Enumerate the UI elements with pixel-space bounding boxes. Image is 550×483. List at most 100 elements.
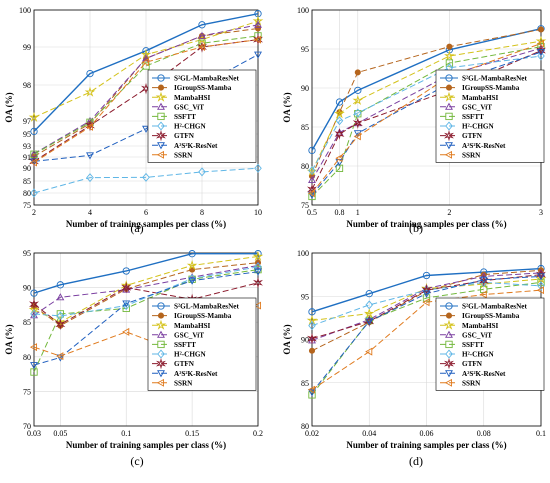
data-point-gtfn: [55, 318, 66, 331]
y-tick-label: 91: [23, 153, 31, 162]
y-tick-label: 90: [301, 84, 309, 93]
y-tick-label: 95: [23, 130, 31, 139]
legend-label: S²GL-MambaResNet: [174, 303, 239, 311]
y-tick-label: 85: [301, 123, 309, 132]
legend-label: MambaHSI: [462, 322, 499, 330]
legend-label: SSFTT: [462, 113, 484, 121]
series-line-s2gl: [311, 267, 542, 313]
data-point-a2s2k: [308, 191, 316, 199]
data-point-ssrn: [536, 286, 545, 295]
legend-label: GSC_ViT: [462, 103, 492, 111]
y-tick-label: 97: [23, 117, 31, 126]
legend-label: SSRN: [462, 151, 481, 159]
legend-marker-ssftt: [157, 340, 165, 349]
data-point-h2: [308, 321, 316, 331]
data-point-gsc: [537, 268, 545, 276]
legend-label: SSRN: [462, 379, 481, 387]
data-point-ssrn: [29, 158, 38, 167]
data-point-igrp: [254, 25, 262, 32]
series-line-gtfn: [311, 274, 542, 340]
data-point-a2s2k: [56, 354, 65, 362]
data-point-gtfn: [197, 41, 207, 53]
legend-label: GSC_ViT: [174, 331, 204, 339]
data-point-gtfn: [252, 276, 264, 289]
legend-label: SSRN: [174, 379, 193, 387]
y-tick-label: 80: [23, 189, 31, 198]
data-point-ssrn: [56, 352, 64, 361]
legend-label: SSRN: [174, 151, 193, 159]
data-point-h2: [537, 51, 545, 61]
x-tick-label: 4: [88, 208, 92, 217]
data-point-gsc: [56, 293, 65, 301]
x-tick-label: 0.03: [27, 429, 41, 438]
x-tick-label: 0.06: [420, 429, 434, 438]
data-point-gtfn: [29, 298, 39, 310]
data-point-ssrn: [122, 327, 130, 336]
data-point-gtfn: [334, 128, 345, 140]
data-point-ssrn: [353, 132, 361, 141]
legend-marker-s2gl: [157, 302, 165, 310]
y-tick-label: 75: [23, 387, 31, 396]
legend-marker-s2gl: [445, 302, 453, 310]
data-point-h2: [254, 262, 262, 272]
data-point-ssrn: [422, 298, 430, 307]
y-tick-label: 95: [301, 292, 309, 301]
x-tick-label: 2: [447, 208, 451, 217]
data-point-h2: [354, 108, 362, 118]
legend-label: SSFTT: [462, 341, 484, 349]
legend-marker-gsc: [445, 330, 453, 338]
panel-caption: (a): [130, 221, 143, 235]
data-point-mhsi: [186, 259, 198, 270]
data-point-ssrn: [536, 39, 545, 48]
legend-marker-h2: [445, 349, 453, 359]
data-point-ssrn: [253, 35, 262, 44]
legend-label: IGroupSS-Mamba: [174, 312, 232, 320]
legend-marker-ssrn: [444, 378, 453, 387]
series-line-s2gl: [311, 28, 542, 151]
data-point-igrp: [446, 43, 453, 50]
data-point-h2: [188, 274, 196, 284]
data-point-gtfn: [121, 281, 132, 294]
legend-marker-a2s2k: [157, 142, 165, 150]
legend-label: S²GL-MambaResNet: [462, 75, 527, 83]
data-point-h2: [122, 301, 131, 311]
plot-frame: [33, 252, 259, 427]
data-point-a2s2k: [122, 300, 131, 308]
panel-caption: (c): [130, 454, 143, 468]
legend-label: A²S²K-ResNet: [462, 370, 506, 378]
legend-label: GTFN: [174, 132, 195, 140]
data-point-mhsi: [252, 250, 264, 261]
data-point-mhsi: [352, 94, 364, 105]
series-line-ssrn: [311, 289, 542, 391]
data-point-igrp: [354, 69, 361, 76]
data-point-h2: [308, 166, 316, 176]
series-line-h2: [311, 281, 542, 327]
x-tick-label: 0.05: [53, 429, 67, 438]
data-point-gtfn: [253, 33, 263, 46]
legend-marker-gsc: [157, 330, 165, 338]
legend-marker-igrp: [157, 312, 165, 319]
y-tick-label: 100: [297, 6, 309, 15]
legend-label: A²S²K-ResNet: [174, 370, 218, 378]
data-point-s2gl: [365, 290, 373, 298]
legend-label: H²-CHGN: [174, 351, 207, 359]
series-line-a2s2k: [33, 271, 259, 366]
y-tick-label: 90: [301, 336, 309, 345]
legend-label: S²GL-MambaResNet: [174, 75, 239, 83]
y-tick-label: 75: [23, 201, 31, 210]
data-point-s2gl: [30, 289, 38, 297]
legend-label: H²-CHGN: [174, 123, 207, 131]
data-point-igrp: [537, 26, 545, 33]
series-line-mhsi: [311, 40, 542, 172]
legend-label: H²-CHGN: [462, 123, 495, 131]
chart-panel-1: 75 80 85 90 95 100 0.5 0.8 1 2 3 Number of training…: [282, 6, 547, 235]
y-tick-label: 95: [301, 45, 309, 54]
legend-label: IGroupSS-Mamba: [462, 84, 520, 92]
legend-label: A²S²K-ResNet: [462, 142, 506, 150]
x-tick-label: 3: [539, 208, 543, 217]
legend-marker-a2s2k: [157, 370, 165, 378]
